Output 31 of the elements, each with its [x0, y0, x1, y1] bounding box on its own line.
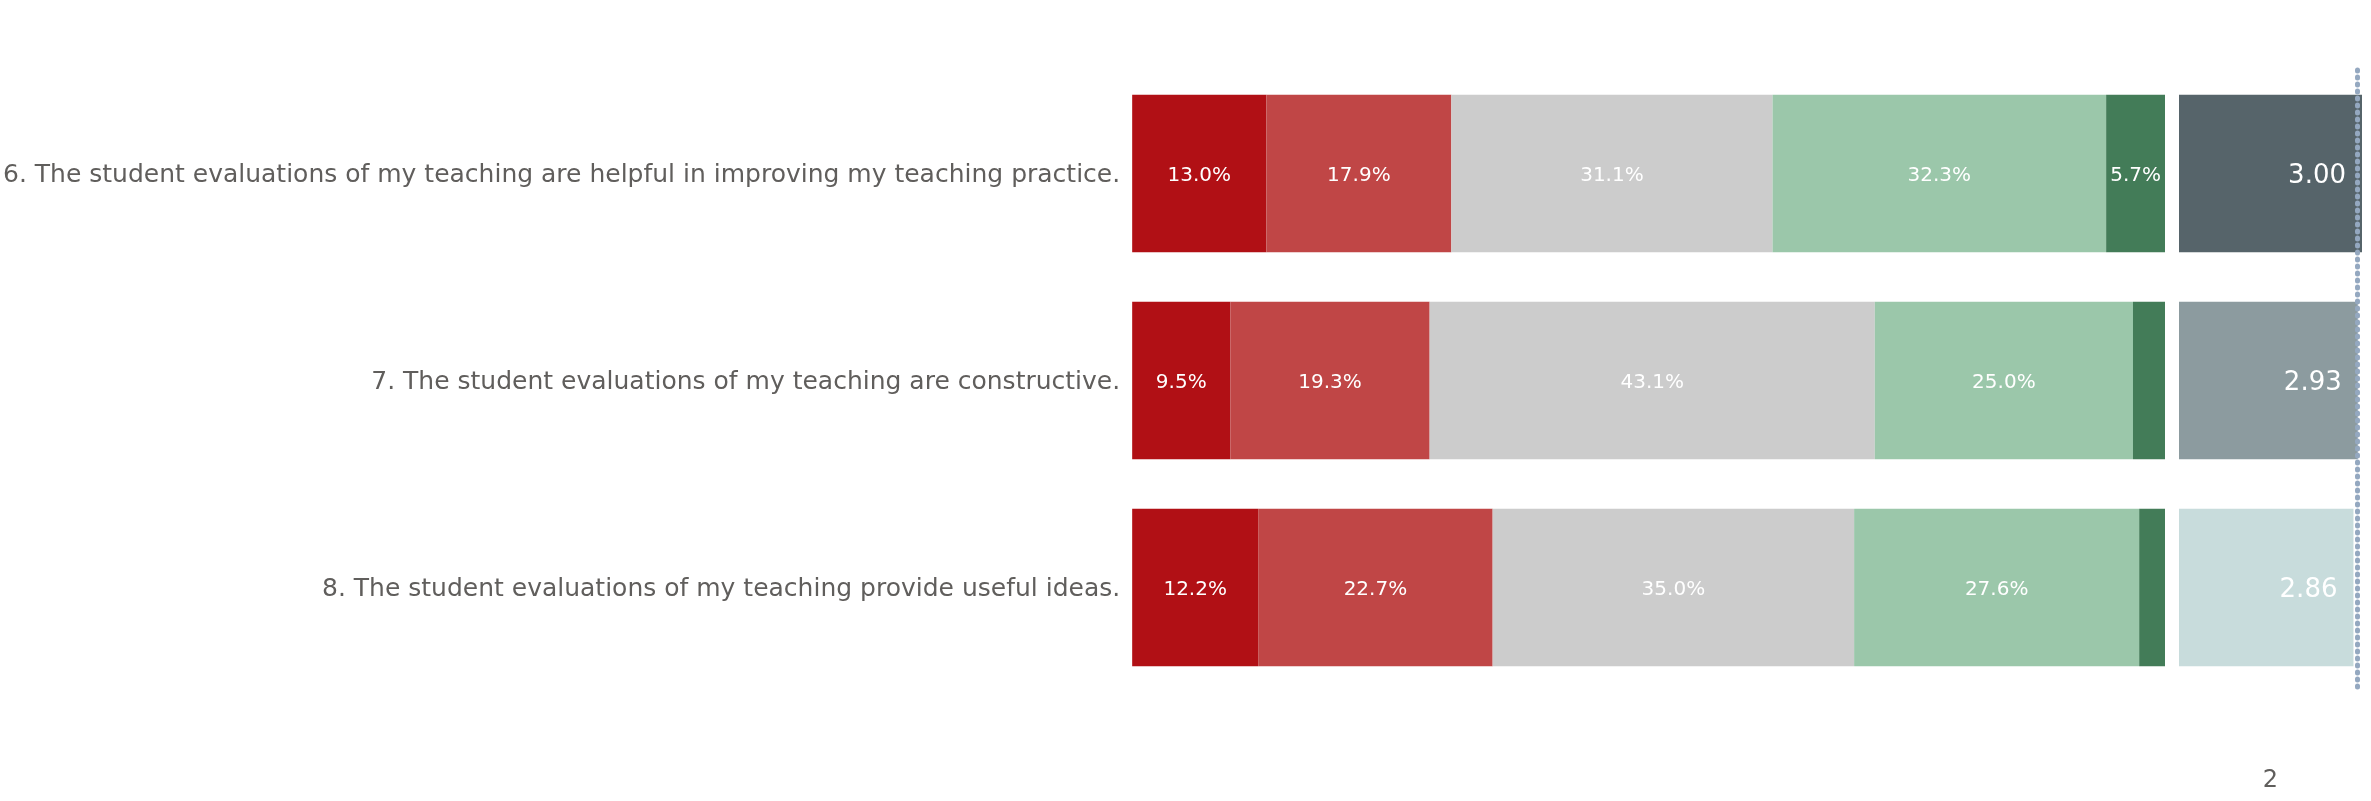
bar [1132, 94, 1267, 253]
data-label: 27.6% [1964, 575, 2029, 600]
y-tick-label: 6. The student evaluations of my teaching are helpful in improving my teaching practice. [2, 159, 1121, 188]
data-label: 3.00 [2288, 158, 2346, 189]
data-label: 19.3% [1298, 368, 1362, 393]
text: 2 [2262, 765, 2279, 793]
bar [1132, 508, 1259, 667]
bar [1429, 301, 1875, 460]
bar [1230, 301, 1430, 460]
data-label: 17.9% [1327, 161, 1391, 186]
bar [1258, 508, 1493, 667]
data-label: 12.2% [1163, 575, 1227, 600]
y-tick-label: 7. The student evaluations of my teaching are constructive. [371, 366, 1121, 395]
data-label: 9.5% [1155, 368, 1207, 393]
bar [2132, 301, 2165, 460]
data-label: 22.7% [1343, 575, 1408, 600]
data-label: 5.7% [2110, 161, 2161, 186]
bar [1492, 508, 1855, 667]
bar [1132, 301, 1231, 460]
bar [1854, 508, 2140, 667]
data-label: 13.0% [1167, 161, 1232, 186]
bar [1772, 94, 2107, 253]
y-tick-label: 8. The student evaluations of my teaching provide useful ideas. [322, 573, 1121, 602]
data-label: 25.0% [1972, 368, 2036, 393]
bar [1266, 94, 1452, 253]
data-label: 2.93 [2283, 365, 2342, 396]
bar [2106, 94, 2165, 253]
bar [1451, 94, 1773, 253]
bar [2139, 508, 2165, 667]
bar [1874, 301, 2133, 460]
data-label: 32.3% [1907, 161, 1972, 186]
